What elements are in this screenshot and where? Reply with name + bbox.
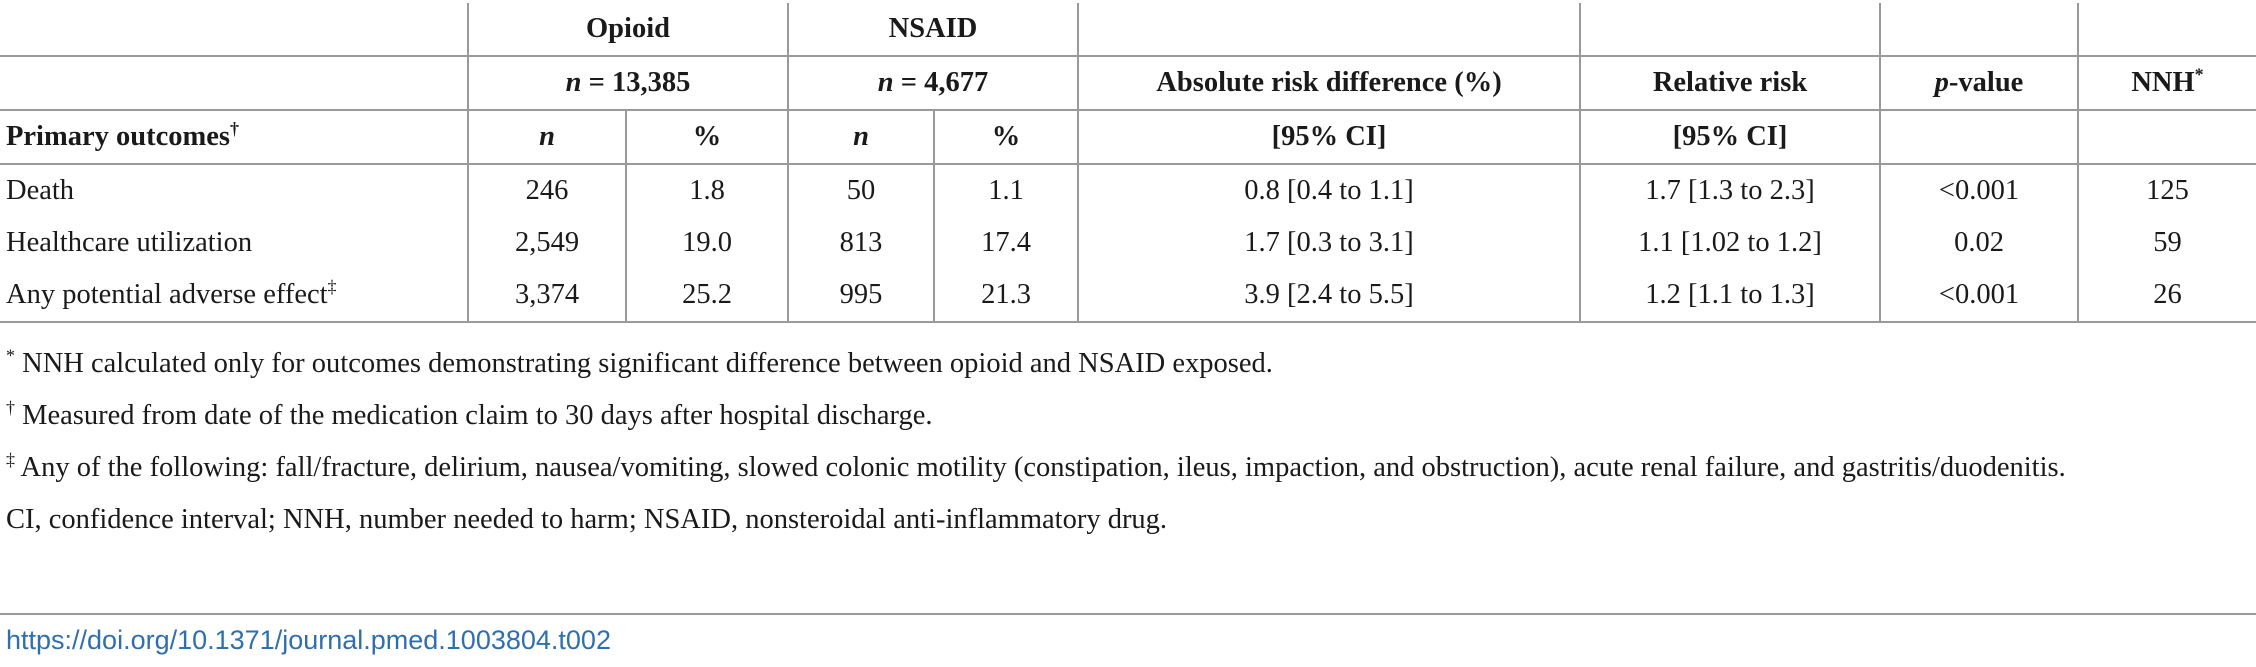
nnh-header: NNH* [2077, 56, 2256, 110]
opioid-n-cell: 246 [467, 164, 626, 217]
opioid-pct-cell: 19.0 [625, 217, 788, 269]
p-value-header: p-value [1879, 56, 2078, 110]
ard-cell: 0.8 [0.4 to 1.1] [1077, 164, 1580, 217]
nnh-cell: 26 [2077, 269, 2256, 322]
footnote: ‡ Any of the following: fall/fracture, d… [6, 449, 2066, 484]
nsaid-n-cell: 995 [787, 269, 934, 322]
column-header-row: Primary outcomes† n % n % [95% CI] [95% … [0, 110, 2256, 164]
footnote: * NNH calculated only for outcomes demon… [6, 345, 1273, 380]
ard-ci-header: [95% CI] [1077, 110, 1580, 164]
sample-size-row: n = 13,385 n = 4,677 Absolute risk diffe… [0, 56, 2256, 110]
opioid-n-cell: 3,374 [467, 269, 626, 322]
rr-ci-header: [95% CI] [1579, 110, 1880, 164]
p-value-cell: <0.001 [1879, 269, 2078, 322]
ard-cell: 1.7 [0.3 to 3.1] [1077, 217, 1580, 269]
nsaid-pct-cell: 1.1 [933, 164, 1078, 217]
opioid-pct-cell: 25.2 [625, 269, 788, 322]
doi-link[interactable]: https://doi.org/10.1371/journal.pmed.100… [6, 625, 611, 655]
footer-divider [0, 613, 2256, 615]
nsaid-group-header: NSAID [787, 3, 1078, 56]
table-footnotes: * NNH calculated only for outcomes demon… [0, 346, 2256, 537]
nsaid-n-cell: 813 [787, 217, 934, 269]
rr-cell: 1.1 [1.02 to 1.2] [1579, 217, 1880, 269]
rr-header: Relative risk [1579, 56, 1880, 110]
primary-outcomes-header: Primary outcomes† [6, 118, 239, 153]
opioid-n-cell: 2,549 [467, 217, 626, 269]
ard-cell: 3.9 [2.4 to 5.5] [1077, 269, 1580, 322]
ard-header: Absolute risk difference (%) [1077, 56, 1580, 110]
opioid-group-header: Opioid [467, 3, 788, 56]
opioid-sample-size: n = 13,385 [467, 56, 788, 110]
rr-cell: 1.2 [1.1 to 1.3] [1579, 269, 1880, 322]
table-row: Healthcare utilization 2,549 19.0 813 17… [0, 217, 2256, 269]
outcome-label: Death [6, 175, 75, 206]
opioid-pct-header: % [625, 110, 788, 164]
results-table: Opioid NSAID n = 13,385 n = 4,677 Absolu… [0, 3, 2256, 323]
p-value-cell: 0.02 [1879, 217, 2078, 269]
abbreviations-note: CI, confidence interval; NNH, number nee… [6, 504, 1168, 535]
nsaid-pct-header: % [933, 110, 1078, 164]
nsaid-n-header: n [787, 110, 934, 164]
outcome-label: Any potential adverse effect‡ [6, 276, 337, 311]
nnh-cell: 59 [2077, 217, 2256, 269]
nsaid-pct-cell: 17.4 [933, 217, 1078, 269]
nsaid-n-cell: 50 [787, 164, 934, 217]
table-row: Any potential adverse effect‡ 3,374 25.2… [0, 269, 2256, 322]
nnh-cell: 125 [2077, 164, 2256, 217]
nsaid-pct-cell: 21.3 [933, 269, 1078, 322]
rr-cell: 1.7 [1.3 to 2.3] [1579, 164, 1880, 217]
footnote: † Measured from date of the medication c… [6, 397, 933, 432]
nsaid-sample-size: n = 4,677 [787, 56, 1078, 110]
group-header-row: Opioid NSAID [0, 3, 2256, 56]
outcome-label: Healthcare utilization [6, 227, 253, 258]
table-row: Death 246 1.8 50 1.1 0.8 [0.4 to 1.1] 1.… [0, 164, 2256, 217]
opioid-pct-cell: 1.8 [625, 164, 788, 217]
p-value-cell: <0.001 [1879, 164, 2078, 217]
opioid-n-header: n [467, 110, 626, 164]
